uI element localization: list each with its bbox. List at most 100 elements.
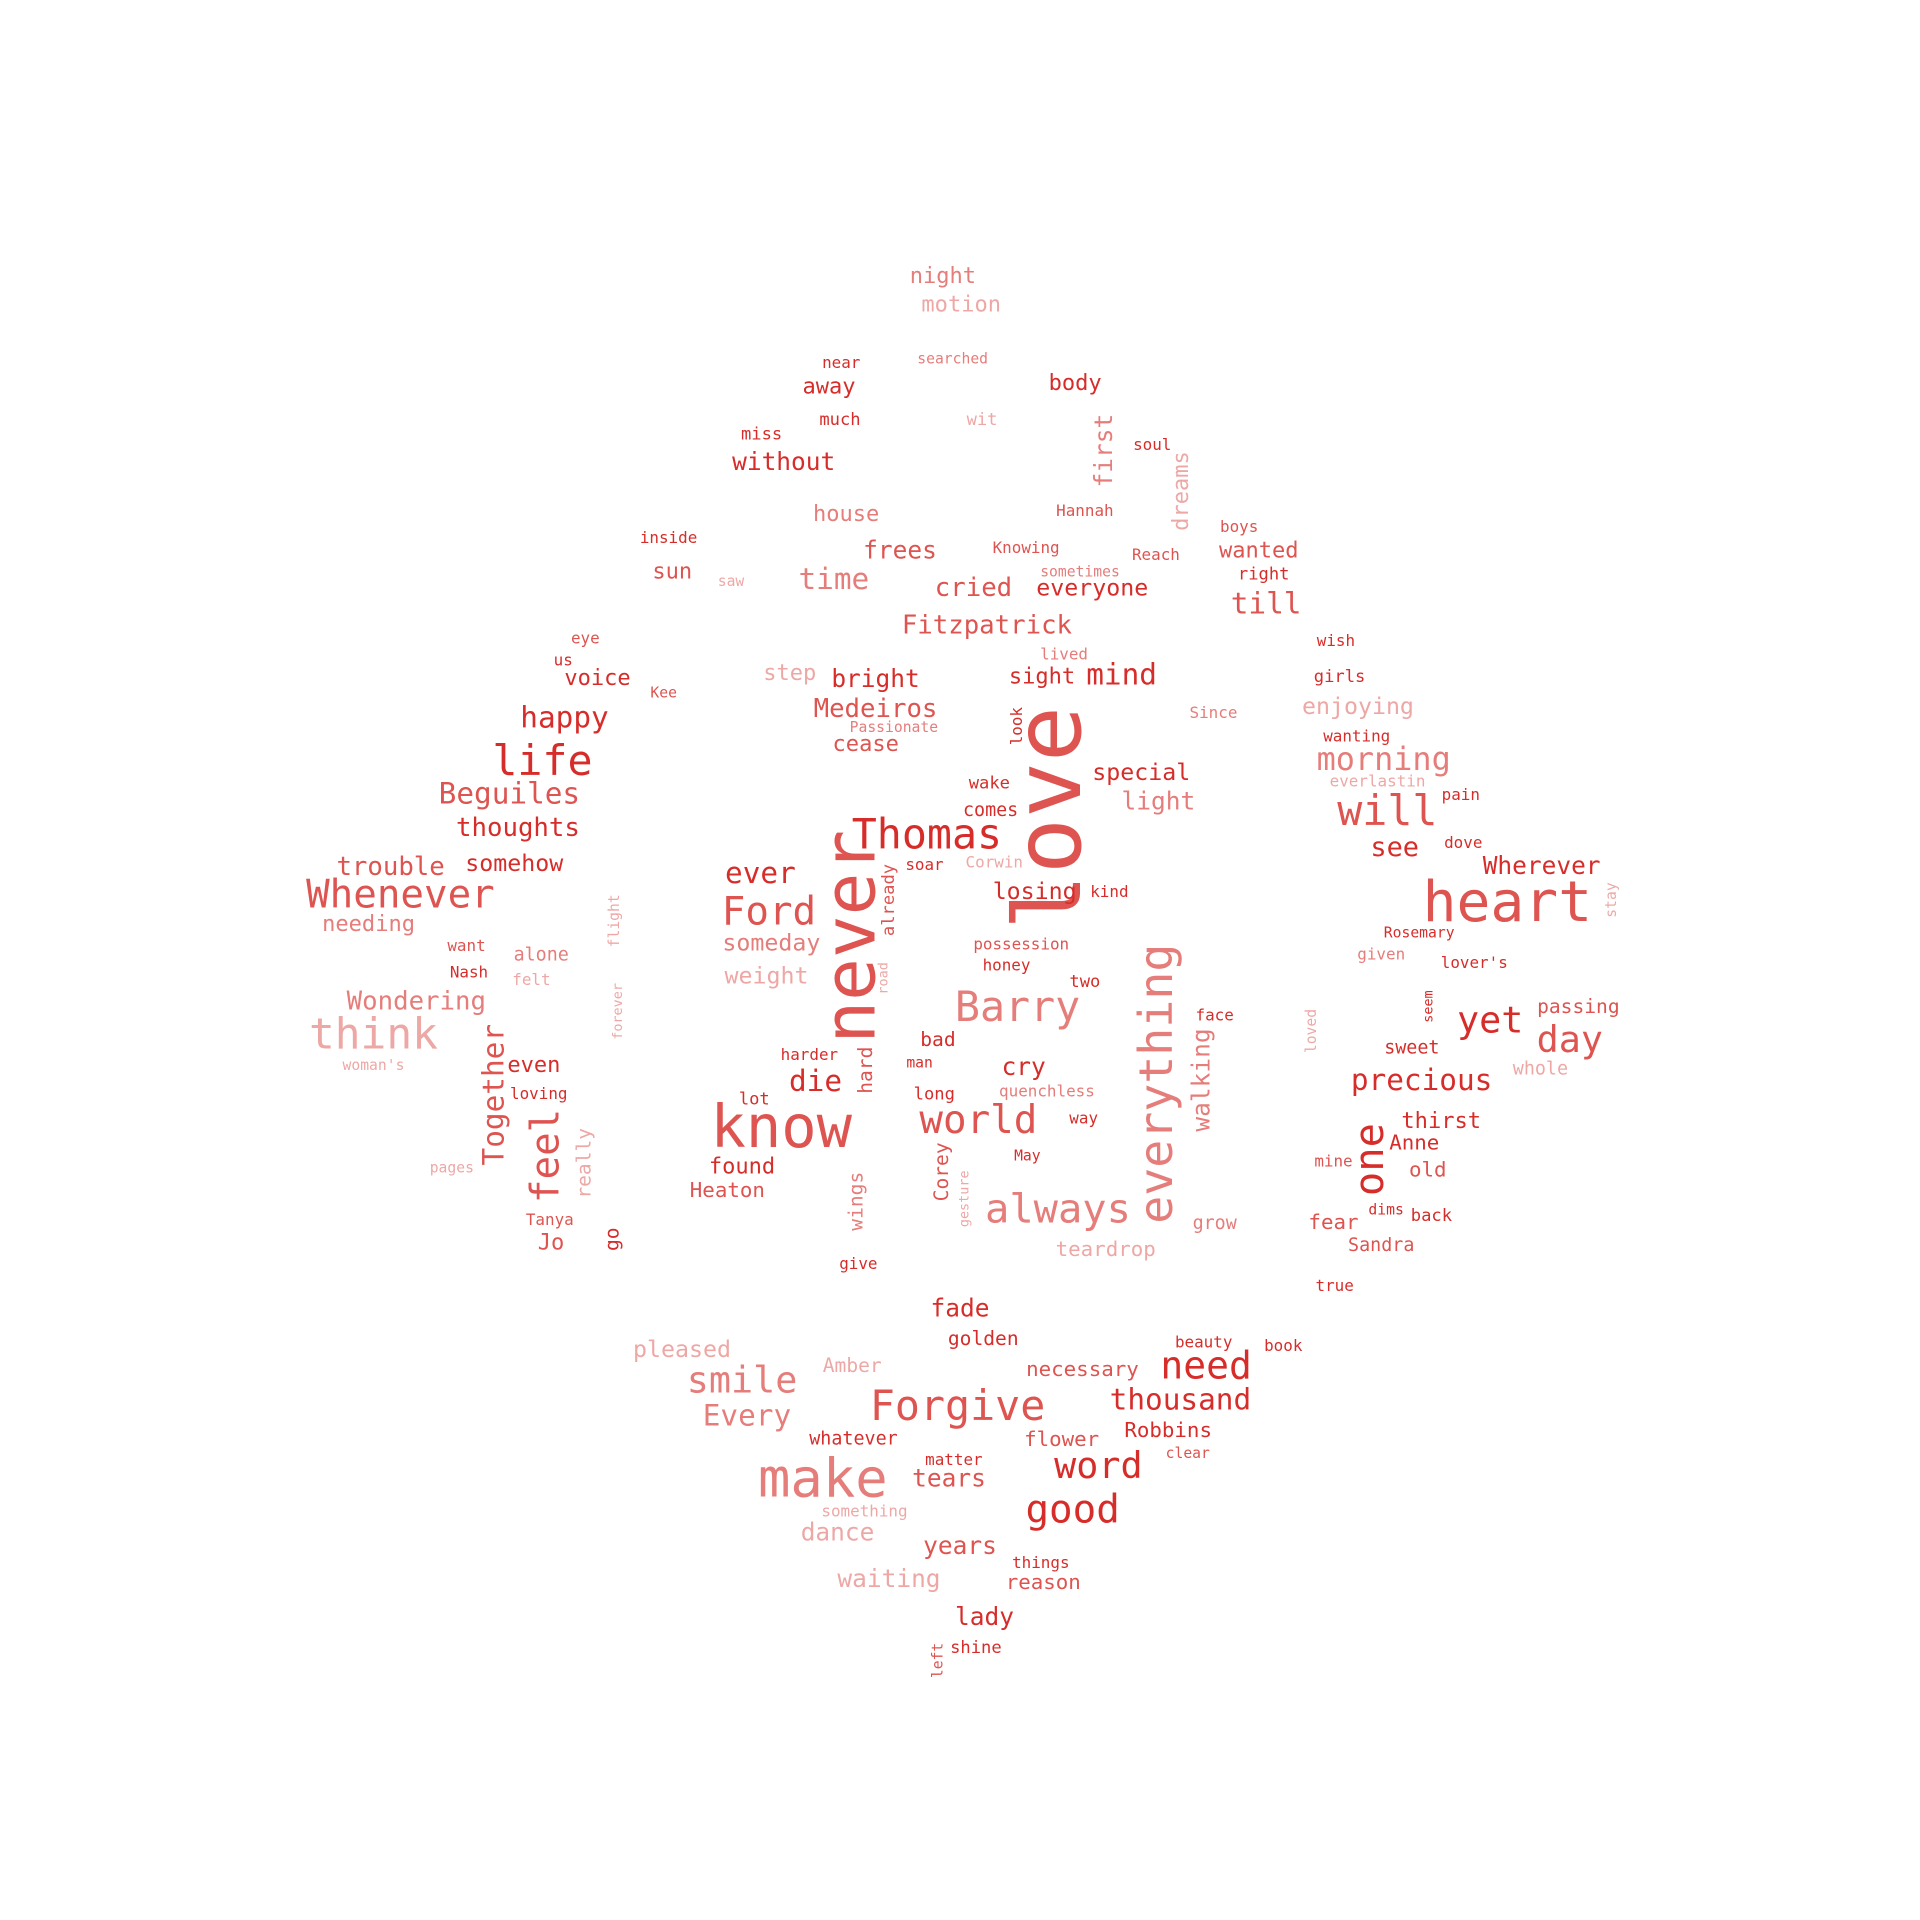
- cloud-word: Thomas: [852, 809, 1002, 858]
- cloud-word: Knowing: [993, 538, 1060, 557]
- cloud-word: Robbins: [1124, 1418, 1212, 1442]
- cloud-word: word: [1054, 1444, 1142, 1487]
- cloud-word: something: [821, 1502, 907, 1521]
- cloud-word: way: [1069, 1108, 1098, 1127]
- cloud-word: Corwin: [966, 853, 1023, 872]
- cloud-word: cried: [935, 573, 1012, 603]
- cloud-word: sweet: [1384, 1038, 1439, 1059]
- cloud-word: inside: [640, 528, 697, 547]
- cloud-word: left: [929, 1643, 946, 1678]
- cloud-word: trouble: [336, 852, 444, 882]
- cloud-word: honey: [983, 955, 1031, 974]
- cloud-word: loving: [510, 1084, 567, 1103]
- cloud-word: life: [492, 736, 592, 785]
- cloud-word: searched: [917, 350, 988, 367]
- cloud-word: losing: [993, 878, 1077, 905]
- cloud-word: Together: [476, 1024, 510, 1165]
- cloud-word: Beguiles: [439, 776, 580, 810]
- cloud-word: found: [709, 1154, 775, 1179]
- cloud-word: morning: [1317, 740, 1451, 778]
- cloud-word: dims: [1368, 1201, 1403, 1218]
- cloud-word: needing: [322, 912, 415, 937]
- cloud-word: make: [758, 1446, 888, 1509]
- cloud-word: near: [822, 353, 860, 372]
- cloud-word: someday: [722, 929, 820, 956]
- cloud-word: grow: [1193, 1213, 1238, 1234]
- cloud-word: will: [1337, 786, 1437, 835]
- cloud-word: harder: [781, 1045, 838, 1064]
- cloud-word: dove: [1444, 833, 1482, 852]
- cloud-word: everlastin: [1330, 772, 1426, 791]
- cloud-word: wanting: [1323, 726, 1390, 745]
- cloud-word: long: [914, 1085, 955, 1105]
- cloud-word: pain: [1442, 785, 1480, 804]
- cloud-word: lady: [955, 1602, 1014, 1631]
- cloud-word: love: [994, 706, 1102, 930]
- cloud-word: Anne: [1389, 1130, 1439, 1154]
- cloud-word: Fitzpatrick: [902, 611, 1073, 641]
- cloud-word: mind: [1086, 658, 1157, 692]
- cloud-word: Tanya: [526, 1210, 574, 1229]
- cloud-word: soul: [1133, 435, 1171, 454]
- cloud-word: Reach: [1132, 545, 1180, 564]
- cloud-word: lived: [1040, 644, 1088, 663]
- cloud-word: miss: [741, 425, 782, 445]
- cloud-word: possession: [973, 935, 1069, 954]
- cloud-word: wanted: [1219, 539, 1299, 564]
- cloud-word: wish: [1317, 631, 1355, 650]
- cloud-word: kind: [1090, 882, 1128, 901]
- cloud-word: beauty: [1175, 1333, 1232, 1352]
- cloud-word: felt: [512, 970, 550, 989]
- cloud-word: Jo: [538, 1230, 565, 1255]
- cloud-word: girls: [1314, 667, 1366, 687]
- cloud-word: fear: [1308, 1210, 1358, 1234]
- cloud-word: die: [789, 1064, 842, 1098]
- cloud-word: comes: [963, 800, 1018, 821]
- cloud-word: dance: [801, 1517, 875, 1546]
- cloud-word: pleased: [633, 1336, 731, 1363]
- cloud-word: first: [1089, 414, 1118, 488]
- cloud-word: whatever: [809, 1428, 897, 1449]
- cloud-word: somehow: [465, 850, 563, 877]
- cloud-word: clear: [1166, 1445, 1210, 1462]
- cloud-word: already: [879, 864, 899, 936]
- cloud-word: Whenever: [306, 873, 495, 918]
- cloud-word: given: [1357, 944, 1405, 963]
- cloud-word: road: [877, 962, 892, 994]
- cloud-word: night: [910, 264, 976, 289]
- cloud-word: till: [1231, 587, 1302, 621]
- cloud-word: necessary: [1026, 1357, 1139, 1381]
- cloud-word: Corey: [930, 1142, 953, 1201]
- cloud-word: smile: [687, 1359, 798, 1402]
- cloud-word: house: [813, 502, 879, 527]
- cloud-word: without: [732, 447, 835, 476]
- cloud-word: two: [1069, 972, 1100, 992]
- cloud-word: sight: [1009, 665, 1075, 690]
- cloud-word: go: [601, 1227, 624, 1251]
- cloud-word: time: [799, 562, 870, 596]
- cloud-word: away: [802, 374, 855, 399]
- cloud-word: waiting: [837, 1564, 940, 1593]
- cloud-word: never: [808, 830, 891, 1044]
- cloud-word: reason: [1006, 1570, 1081, 1594]
- cloud-word: Wondering: [347, 987, 486, 1017]
- cloud-word: light: [1122, 786, 1196, 815]
- cloud-word: walking: [1187, 1028, 1216, 1131]
- cloud-word: wake: [969, 774, 1010, 794]
- cloud-word: loved: [1303, 1009, 1320, 1053]
- cloud-word: cry: [1002, 1052, 1046, 1081]
- cloud-word: body: [1049, 371, 1102, 396]
- cloud-word: back: [1411, 1206, 1453, 1226]
- cloud-word: dreams: [1169, 451, 1194, 531]
- cloud-word: thoughts: [456, 813, 580, 843]
- cloud-word: happy: [520, 701, 608, 735]
- cloud-word: quenchless: [999, 1082, 1095, 1101]
- cloud-word: frees: [863, 535, 937, 564]
- cloud-word: thousand: [1110, 1383, 1251, 1417]
- cloud-word: old: [1409, 1157, 1447, 1181]
- cloud-word: gesture: [957, 1170, 972, 1227]
- cloud-word: good: [1025, 1487, 1119, 1532]
- cloud-word: passing: [1537, 995, 1620, 1018]
